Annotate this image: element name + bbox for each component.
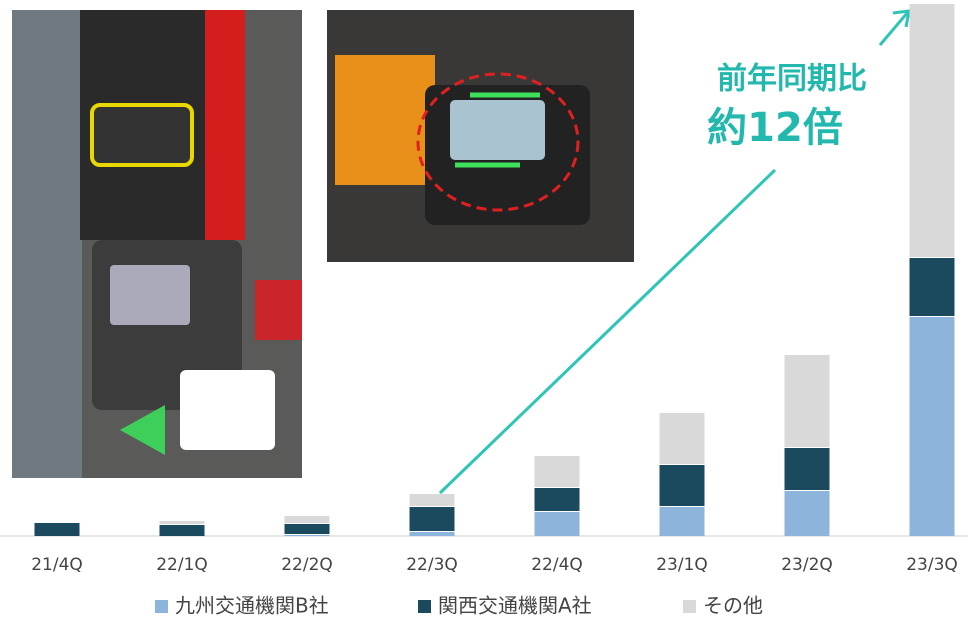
legend-swatch [155, 600, 168, 613]
legend-label: 九州交通機関B社 [175, 594, 329, 618]
bar-segment [35, 523, 80, 536]
bar-segment [910, 317, 955, 536]
bar-segment [785, 448, 830, 490]
bar-segment [160, 521, 205, 524]
reader-photo [327, 10, 634, 262]
gate-photo [12, 10, 302, 478]
bar-segment [285, 524, 330, 534]
x-tick-label: 23/1Q [656, 555, 708, 575]
legend-label: その他 [703, 594, 763, 618]
x-tick-label: 22/1Q [156, 555, 208, 575]
bar-segment [660, 507, 705, 536]
legend-label: 関西交通機関A社 [438, 594, 592, 618]
bar-segment [910, 258, 955, 316]
arrow [880, 12, 908, 45]
x-tick-label: 22/2Q [281, 555, 333, 575]
x-tick-label: 23/3Q [906, 555, 958, 575]
bar-segment [285, 535, 330, 536]
x-tick-label: 22/4Q [531, 555, 583, 575]
x-tick-label: 22/3Q [406, 555, 458, 575]
legend-swatch [418, 600, 431, 613]
annotation: 前年同期比 [717, 62, 867, 97]
bar-segment [785, 355, 830, 447]
bar-segment [535, 488, 580, 511]
chart: 前年同期比 約12倍 21/4Q 22/1Q 22/2Q 22/3Q 22/4Q 23/1… [0, 0, 968, 621]
annotation: 約12倍 [707, 105, 843, 151]
bar-segment [160, 525, 205, 536]
x-tick-label: 21/4Q [31, 555, 83, 575]
bar-segment [535, 512, 580, 536]
legend-swatch [683, 600, 696, 613]
bar-segment [535, 456, 580, 487]
bar-segment [660, 413, 705, 464]
bar-segment [910, 4, 955, 257]
bar-segment [785, 491, 830, 536]
bar-segment [410, 507, 455, 531]
x-tick-label: 23/2Q [781, 555, 833, 575]
bar-segment [660, 465, 705, 506]
bar-segment [410, 532, 455, 536]
bar-segment [410, 494, 455, 506]
bar-segment [285, 516, 330, 523]
